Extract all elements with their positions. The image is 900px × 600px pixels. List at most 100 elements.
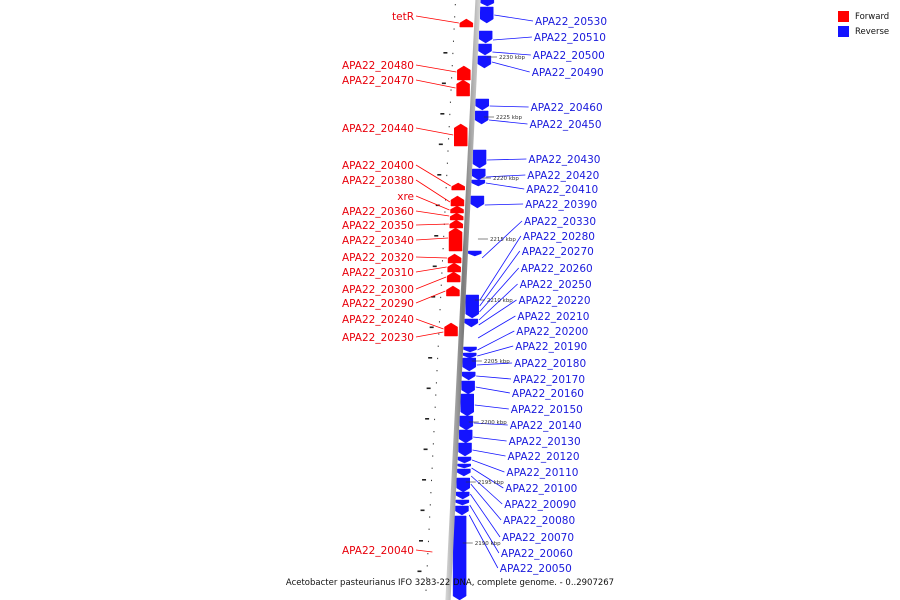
tick-dot (451, 65, 453, 67)
reverse-connector (478, 283, 518, 321)
reverse-connector (468, 514, 499, 569)
tick-label: 2190 kbp (475, 541, 501, 547)
reverse-connector (477, 345, 514, 357)
legend-reverse: Reverse (838, 24, 889, 39)
tick-dot (432, 443, 434, 445)
reverse-gene-label: APA22_20280 (523, 231, 595, 243)
gene-arrow (461, 371, 476, 381)
major-tick (438, 143, 443, 146)
gene-arrow (460, 393, 474, 417)
tick-label: 2215 kbp (490, 237, 516, 243)
forward-swatch (838, 11, 849, 22)
tick-dot (435, 382, 437, 384)
forward-connector (415, 15, 459, 24)
reverse-connector (471, 467, 504, 489)
tick-dot (448, 126, 450, 128)
reverse-gene-label: APA22_20180 (514, 358, 586, 370)
forward-gene-track (444, 18, 474, 337)
reverse-gene-label: APA22_20430 (528, 154, 600, 166)
gene-arrow (464, 318, 479, 328)
gene-arrow (458, 429, 473, 444)
reverse-connector (486, 174, 526, 178)
reverse-gene-label: APA22_20150 (511, 404, 583, 416)
forward-gene-label: APA22_20400 (342, 160, 414, 172)
forward-connector (415, 266, 447, 273)
forward-connector (415, 276, 447, 290)
tick-dot (438, 321, 440, 323)
major-tick (417, 570, 422, 573)
tick-dot (436, 370, 438, 372)
reverse-gene-label: APA22_20060 (501, 548, 573, 560)
reverse-connector (473, 436, 507, 442)
reverse-connector (471, 459, 505, 473)
reverse-gene-label: APA22_20250 (520, 279, 592, 291)
reverse-gene-label: APA22_20110 (506, 467, 578, 479)
tick-label: 2205 kbp (484, 359, 510, 365)
gene-label-group: tetR APA22_20480 APA22_20470 APA22_20440 APA… (342, 11, 607, 575)
reverse-connector (481, 220, 523, 259)
tick-dot (441, 260, 443, 262)
gene-arrow (472, 149, 487, 169)
tick-label: 2220 kbp (493, 176, 519, 182)
chromosome-backbone (445, 0, 481, 600)
major-tick (419, 540, 423, 542)
major-tick (443, 52, 448, 54)
reverse-connector (494, 14, 534, 22)
tick-dot (437, 345, 439, 347)
legend-forward-label: Forward (855, 11, 890, 22)
reverse-connector (485, 182, 525, 190)
tick-dot (435, 394, 437, 396)
reverse-connector (478, 299, 517, 326)
tick-dot (448, 138, 450, 140)
forward-gene-label: APA22_20340 (342, 235, 414, 247)
forward-gene-label: APA22_20230 (342, 332, 414, 344)
tick-dot (441, 272, 443, 274)
gene-arrow (452, 515, 467, 600)
reverse-gene-label: APA22_20100 (505, 483, 577, 495)
reverse-connector (492, 36, 532, 41)
major-tick-marks (417, 52, 448, 573)
reverse-connector (469, 504, 500, 554)
tick-dot (442, 248, 444, 250)
forward-gene-label: APA22_20290 (342, 298, 414, 310)
forward-gene-label: APA22_20310 (342, 267, 414, 279)
gene-arrow (451, 182, 465, 191)
tick-dot (430, 492, 432, 494)
gene-arrow (457, 463, 471, 469)
tick-dot (425, 589, 427, 591)
reverse-connector (473, 422, 508, 426)
reverse-gene-label: APA22_20410 (526, 184, 598, 196)
reverse-connector (474, 404, 509, 410)
tick-dot (429, 516, 431, 518)
gene-arrow (478, 30, 493, 44)
tick-dot (451, 77, 453, 79)
major-tick (429, 326, 434, 329)
reverse-gene-label: APA22_20270 (522, 246, 594, 258)
forward-gene-label: APA22_20350 (342, 220, 414, 232)
reverse-gene-label: APA22_20510 (534, 32, 606, 44)
gene-arrow (455, 499, 470, 506)
reverse-connector (479, 250, 521, 307)
gene-arrow (465, 294, 479, 319)
forward-connector (415, 331, 444, 338)
gene-arrow (471, 179, 486, 187)
tick-dot (438, 333, 440, 335)
reverse-gene-label: APA22_20460 (531, 102, 603, 114)
major-tick (423, 448, 428, 451)
tick-dot (454, 16, 456, 18)
forward-connector (415, 223, 449, 226)
reverse-gene-label: APA22_20220 (519, 295, 591, 307)
reverse-connector (492, 51, 531, 56)
tick-dot (427, 540, 429, 543)
tick-dot (432, 455, 434, 457)
tick-dot (429, 504, 431, 506)
forward-connector (415, 237, 449, 241)
tick-dot (428, 528, 430, 530)
forward-gene-label: APA22_20380 (342, 175, 414, 187)
reverse-gene-label: APA22_20390 (525, 199, 597, 211)
tick-dot (449, 101, 451, 103)
forward-connector (415, 195, 450, 211)
minor-tick-dots (425, 4, 456, 591)
gene-arrow (446, 285, 460, 297)
